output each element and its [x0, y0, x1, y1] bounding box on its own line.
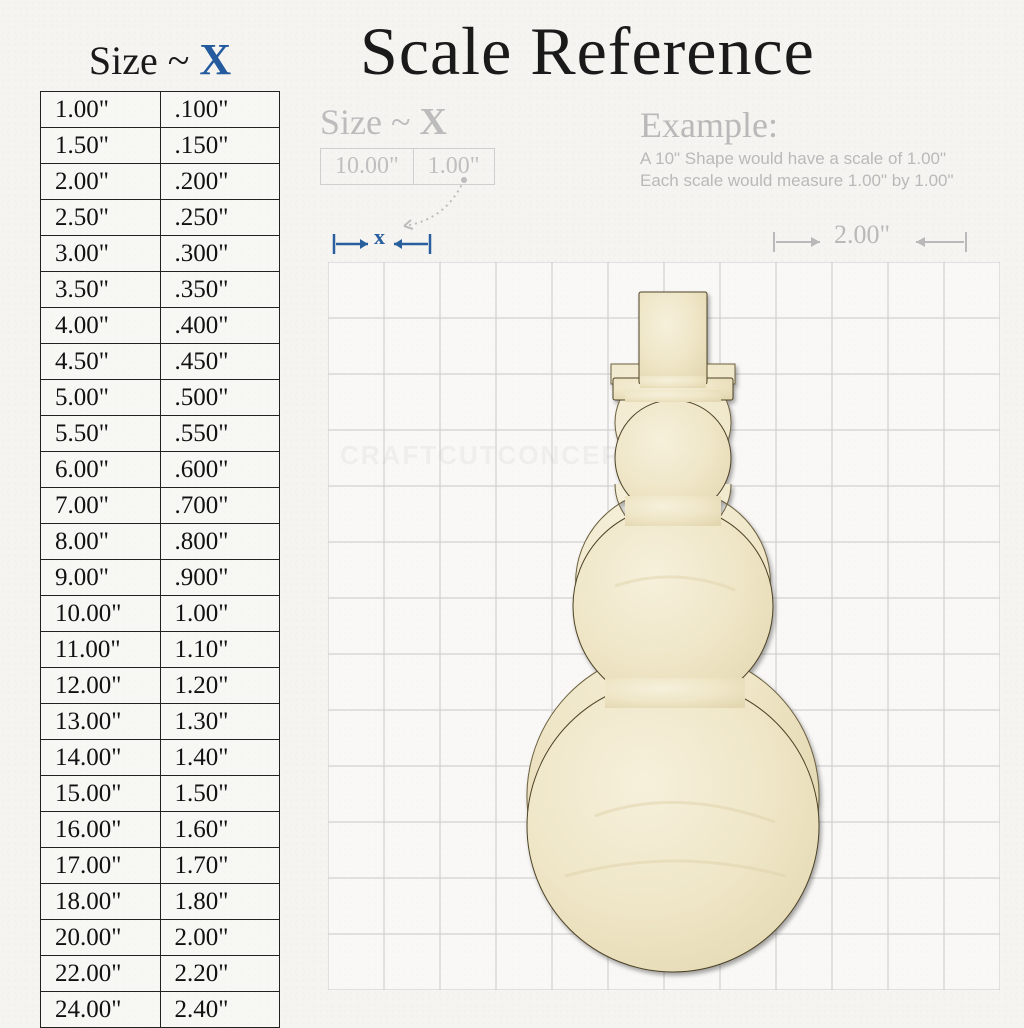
table-cell: 1.30" [160, 704, 280, 740]
page-title: Scale Reference [360, 12, 815, 91]
table-row: 3.50".350" [41, 272, 280, 308]
table-cell: 1.00" [41, 92, 161, 128]
table-row: 14.00"1.40" [41, 740, 280, 776]
table-cell: 17.00" [41, 848, 161, 884]
table-row: 11.00"1.10" [41, 632, 280, 668]
table-cell: 1.70" [160, 848, 280, 884]
table-cell: 1.50" [160, 776, 280, 812]
table-cell: 22.00" [41, 956, 161, 992]
table-cell: 2.50" [41, 200, 161, 236]
example-heading: Example: [640, 104, 1010, 146]
table-cell: 12.00" [41, 668, 161, 704]
table-cell: 3.00" [41, 236, 161, 272]
table-row: 7.00".700" [41, 488, 280, 524]
table-cell: 14.00" [41, 740, 161, 776]
table-cell: 3.50" [41, 272, 161, 308]
table-cell: 7.00" [41, 488, 161, 524]
scale-table: 1.00".100"1.50".150"2.00".200"2.50".250"… [40, 91, 280, 1028]
table-row: 22.00"2.20" [41, 956, 280, 992]
snowman-shape [505, 286, 841, 976]
table-cell: 18.00" [41, 884, 161, 920]
table-cell: .550" [160, 416, 280, 452]
table-cell: 10.00" [41, 596, 161, 632]
table-cell: 1.60" [160, 812, 280, 848]
table-row: 4.00".400" [41, 308, 280, 344]
table-cell: 5.50" [41, 416, 161, 452]
table-cell: 13.00" [41, 704, 161, 740]
example-line-1: A 10" Shape would have a scale of 1.00" [640, 148, 1010, 170]
table-cell: 20.00" [41, 920, 161, 956]
table-row: 3.00".300" [41, 236, 280, 272]
table-head-x: X [199, 35, 231, 84]
table-cell: 1.50" [41, 128, 161, 164]
table-row: 5.00".500" [41, 380, 280, 416]
table-row: 15.00"1.50" [41, 776, 280, 812]
table-cell: 16.00" [41, 812, 161, 848]
table-cell: .100" [160, 92, 280, 128]
example-line-2: Each scale would measure 1.00" by 1.00" [640, 170, 1010, 192]
table-cell: 1.20" [160, 668, 280, 704]
table-cell: 2.00" [41, 164, 161, 200]
table-cell: 11.00" [41, 632, 161, 668]
table-row: 10.00"1.00" [41, 596, 280, 632]
table-row: 20.00"2.00" [41, 920, 280, 956]
table-cell: 5.00" [41, 380, 161, 416]
scale-table-wrap: Size ~ X 1.00".100"1.50".150"2.00".200"2… [40, 34, 280, 1028]
table-cell: .300" [160, 236, 280, 272]
two-inch-marker: 2.00" [770, 220, 970, 256]
table-row: 13.00"1.30" [41, 704, 280, 740]
table-cell: 2.40" [160, 992, 280, 1028]
table-row: 12.00"1.20" [41, 668, 280, 704]
table-cell: .250" [160, 200, 280, 236]
table-cell: .150" [160, 128, 280, 164]
table-cell: .600" [160, 452, 280, 488]
table-row: 6.00".600" [41, 452, 280, 488]
table-cell: 4.50" [41, 344, 161, 380]
sub-head-prefix: Size ~ [320, 102, 419, 142]
table-row: 9.00".900" [41, 560, 280, 596]
sub-head-x: X [419, 101, 446, 143]
table-cell: .700" [160, 488, 280, 524]
table-cell: 4.00" [41, 308, 161, 344]
table-row: 1.50".150" [41, 128, 280, 164]
table-cell: 6.00" [41, 452, 161, 488]
table-cell: 1.40" [160, 740, 280, 776]
table-cell: .500" [160, 380, 280, 416]
table-cell: .800" [160, 524, 280, 560]
table-cell: 1.00" [160, 596, 280, 632]
table-cell: 1.10" [160, 632, 280, 668]
table-row: 5.50".550" [41, 416, 280, 452]
table-cell: 2.20" [160, 956, 280, 992]
table-cell: .400" [160, 308, 280, 344]
table-cell: .350" [160, 272, 280, 308]
table-cell: 2.00" [160, 920, 280, 956]
table-cell: 9.00" [41, 560, 161, 596]
table-row: 8.00".800" [41, 524, 280, 560]
table-cell: 1.80" [160, 884, 280, 920]
table-row: 24.00"2.40" [41, 992, 280, 1028]
table-head-prefix: Size ~ [89, 38, 200, 83]
two-inch-label: 2.00" [834, 220, 890, 250]
table-row: 1.00".100" [41, 92, 280, 128]
table-row: 18.00"1.80" [41, 884, 280, 920]
table-row: 2.50".250" [41, 200, 280, 236]
table-cell: 15.00" [41, 776, 161, 812]
table-row: 4.50".450" [41, 344, 280, 380]
table-cell: 24.00" [41, 992, 161, 1028]
example-block: Example: A 10" Shape would have a scale … [640, 104, 1010, 192]
table-cell: .450" [160, 344, 280, 380]
table-cell: 8.00" [41, 524, 161, 560]
table-row: 2.00".200" [41, 164, 280, 200]
x-dimension-marker: x [328, 226, 438, 256]
table-cell: .200" [160, 164, 280, 200]
table-row: 16.00"1.60" [41, 812, 280, 848]
table-cell: .900" [160, 560, 280, 596]
table-row: 17.00"1.70" [41, 848, 280, 884]
x-marker-label: x [374, 224, 385, 250]
scale-table-heading: Size ~ X [40, 34, 280, 91]
